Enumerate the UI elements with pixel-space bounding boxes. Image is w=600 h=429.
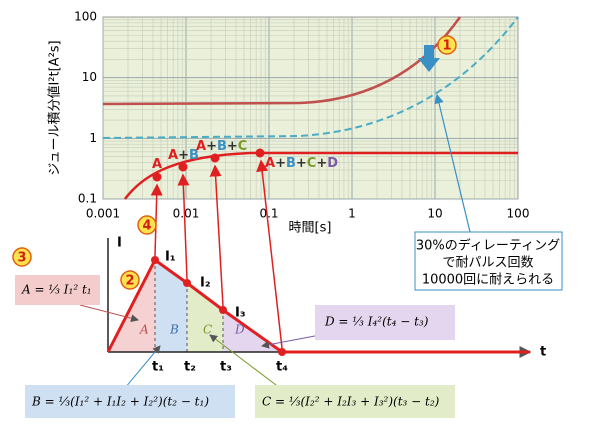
link bbox=[256, 159, 283, 349]
leader bbox=[124, 345, 161, 389]
leader bbox=[79, 304, 139, 323]
y-tick-label: 0.1 bbox=[78, 192, 97, 206]
marker-circle bbox=[437, 35, 457, 55]
link bbox=[177, 173, 190, 280]
down-arrow bbox=[418, 45, 440, 72]
formula-box bbox=[315, 305, 455, 340]
x-tick-label: 0.01 bbox=[173, 207, 200, 221]
x-tick-label: 10 bbox=[427, 207, 442, 221]
formula: A = ⅓ I₁² t₁ bbox=[21, 283, 92, 297]
point-label: A+B+C bbox=[196, 139, 247, 154]
note-leader bbox=[434, 93, 471, 233]
point-label: A bbox=[152, 157, 162, 172]
y-tick-label: 10 bbox=[82, 70, 97, 84]
region-c bbox=[187, 283, 223, 352]
current-label: I₃ bbox=[235, 306, 246, 321]
marker-number: 1 bbox=[442, 39, 451, 54]
current-label: I₂ bbox=[200, 276, 211, 291]
x-tick-label: 100 bbox=[507, 207, 530, 221]
formula-box bbox=[255, 385, 455, 418]
dot bbox=[152, 172, 162, 182]
rated-curve bbox=[102, 16, 462, 106]
marker-number: 2 bbox=[125, 274, 134, 289]
leader bbox=[209, 334, 281, 389]
x-axis-label: 時間[s] bbox=[289, 221, 332, 236]
note-line: 10000回に耐えられる bbox=[422, 273, 554, 288]
dots bbox=[152, 148, 265, 182]
region-label: D bbox=[234, 323, 245, 337]
dot bbox=[219, 306, 227, 314]
point-label: A+B+C+D bbox=[265, 156, 338, 171]
formula: B = ⅓(I₁² + I₁I₂ + I₂²)(t₂ − t₁) bbox=[31, 395, 209, 409]
y-axis-label: ジュール積分値I²t[A²s] bbox=[47, 40, 63, 175]
dot bbox=[183, 279, 191, 287]
region-label: B bbox=[169, 323, 179, 337]
dot bbox=[178, 162, 188, 172]
marker-number: 3 bbox=[17, 251, 26, 266]
formula-box bbox=[25, 385, 235, 418]
link bbox=[150, 183, 163, 257]
note-line: 30%のディレーティング bbox=[416, 238, 560, 254]
dot bbox=[255, 148, 265, 158]
dot bbox=[278, 348, 286, 356]
note-box bbox=[414, 231, 563, 291]
links bbox=[150, 159, 283, 349]
marker-circle bbox=[120, 270, 140, 290]
marker-circle bbox=[12, 247, 32, 267]
link bbox=[209, 164, 224, 307]
y-tick-label: 100 bbox=[74, 10, 97, 24]
formula: C = ⅓(I₂² + I₂I₃ + I₃²)(t₃ − t₂) bbox=[262, 395, 440, 409]
formula: D = ⅓ I₄²(t₄ − t₃) bbox=[324, 315, 429, 329]
region-b bbox=[155, 260, 187, 352]
current-wave bbox=[106, 257, 530, 354]
pulse-curve bbox=[123, 151, 518, 200]
marker-circle bbox=[137, 215, 157, 235]
region-label: C bbox=[203, 323, 212, 337]
t-axis-label: t bbox=[540, 345, 546, 360]
i-axis-label: I bbox=[117, 236, 122, 251]
time-label: t₂ bbox=[184, 360, 196, 375]
point-label: A+B bbox=[168, 148, 199, 163]
note-line: で耐パルス回数 bbox=[442, 256, 533, 271]
current-label: I₁ bbox=[165, 250, 176, 265]
dot bbox=[210, 153, 220, 163]
markers: 1 2 3 4 bbox=[12, 35, 457, 290]
y-tick-label: 1 bbox=[89, 131, 97, 145]
time-label: t₁ bbox=[152, 360, 164, 375]
grid bbox=[102, 17, 518, 200]
marker-number: 4 bbox=[142, 219, 151, 234]
x-tick-label: 0.001 bbox=[86, 207, 120, 221]
x-tick-label: 1 bbox=[348, 207, 356, 221]
guides bbox=[154, 260, 224, 352]
region-label: A bbox=[139, 323, 149, 337]
leader bbox=[261, 334, 321, 349]
dot bbox=[151, 256, 159, 264]
time-label: t₃ bbox=[220, 360, 232, 375]
time-label: t₄ bbox=[276, 360, 288, 375]
x-tick-label: 0.1 bbox=[259, 207, 278, 221]
formula-box bbox=[15, 275, 100, 305]
derated-curve bbox=[102, 16, 519, 139]
